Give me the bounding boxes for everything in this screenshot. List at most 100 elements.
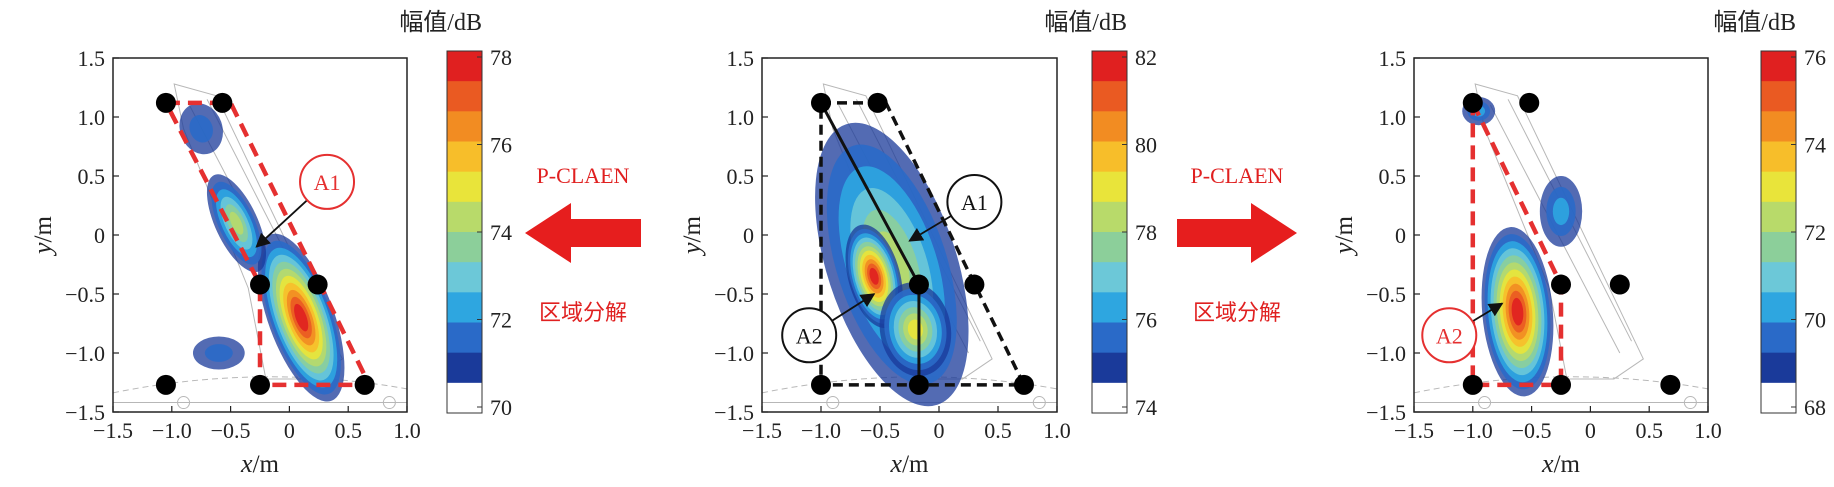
colorbar-step: [1092, 201, 1127, 233]
colorbar-step: [1761, 81, 1796, 112]
contour-level: [1552, 197, 1570, 226]
colorbar-step: [1761, 51, 1796, 82]
sensor-point-7: [354, 374, 375, 395]
y-tick-label: −1.5: [1366, 400, 1406, 425]
method-caption: 区域分解: [1193, 300, 1281, 325]
y-tick-label: −1.5: [714, 400, 754, 425]
colorbar-step: [447, 292, 482, 323]
y-tick-label: 1.0: [1379, 105, 1407, 130]
x-tick-label: −0.5: [1512, 418, 1552, 443]
colorbar-step: [1761, 232, 1796, 263]
contour-level: [1511, 297, 1524, 326]
colorbar-tick-label: 78: [490, 45, 512, 70]
colorbar-tick-label: 80: [1135, 133, 1157, 158]
colorbar-title: 幅值/dB: [1044, 9, 1127, 36]
method-name: P-CLAEN: [1191, 163, 1284, 188]
x-tick-label: 0.5: [334, 418, 362, 443]
colorbar-step: [447, 51, 482, 82]
heat-blob-2: [206, 174, 267, 273]
y-axis-unit: /m: [679, 215, 706, 242]
heat-blob-3: [179, 103, 223, 155]
y-tick-label: 0.5: [1379, 164, 1407, 189]
y-axis-label: y/m: [677, 215, 706, 256]
y-tick-label: −1.0: [714, 341, 754, 366]
wheel-right: [1032, 396, 1046, 410]
x-axis-unit: /m: [902, 451, 929, 478]
colorbar-step: [447, 81, 482, 112]
y-tick-label: 0: [1395, 223, 1406, 248]
y-tick-label: 1.5: [78, 46, 106, 71]
colorbar-step: [447, 201, 482, 233]
y-axis-unit: /m: [1331, 215, 1358, 242]
x-axis-label: x/m: [890, 449, 929, 478]
sensor-point-3: [908, 274, 929, 295]
colorbar-step: [1761, 382, 1796, 414]
x-axis-unit: /m: [253, 451, 280, 478]
x-tick-label: −0.5: [860, 418, 900, 443]
callout-circle-2: [781, 307, 838, 364]
contour-level: [294, 303, 309, 332]
sensor-point-5: [811, 374, 831, 395]
colorbar-tick-label: 74: [490, 220, 512, 245]
x-tick-label: 1.0: [393, 418, 421, 443]
colorbar-step: [1761, 322, 1796, 354]
callout-label-2: A2: [796, 323, 823, 348]
method-name: P-CLAEN: [537, 163, 630, 188]
y-tick-label: −1.0: [1366, 341, 1406, 366]
arrow-shape: [1177, 203, 1297, 263]
wheel-left: [177, 396, 191, 410]
heatmap: [1462, 96, 1583, 397]
colorbar-step: [447, 382, 482, 414]
y-tick-label: 1.0: [78, 105, 106, 130]
method-arrow-2: P-CLAEN 区域分解: [1177, 163, 1297, 325]
x-axis-unit: /m: [1554, 451, 1581, 478]
sensor-point-3: [1551, 274, 1571, 295]
x-axis: −1.5 −1.0 −0.5 0 0.5 1.0 x/m: [1394, 406, 1722, 478]
x-tick-label: −1.5: [93, 418, 133, 443]
colorbar-tick-label: 68: [1804, 395, 1826, 420]
colorbar-step: [1092, 171, 1127, 203]
x-tick-label: −1.0: [152, 418, 192, 443]
y-tick-label: 0.5: [727, 164, 755, 189]
x-tick-label: −1.0: [801, 418, 841, 443]
y-tick-label: 0: [94, 223, 105, 248]
x-tick-label: −1.5: [742, 418, 782, 443]
x-tick-label: 0.5: [984, 418, 1012, 443]
callout-circle-1: [299, 153, 356, 210]
y-axis-var: y: [677, 242, 706, 257]
colorbar-step: [1761, 111, 1796, 142]
heat-blob-4: [192, 336, 245, 370]
colorbar-step: [447, 352, 482, 384]
wheel-right: [382, 396, 396, 410]
y-axis-label: y/m: [1329, 215, 1358, 256]
sensor-point-7: [1660, 374, 1681, 395]
colorbar-step: [1092, 141, 1127, 173]
panel-1: A1−1.5 −1.0 −0.5 0 0.5 1.0x/m1.51.00.50−0.5−1…: [28, 9, 512, 478]
sensor-point-6: [250, 374, 270, 395]
contour-level: [229, 211, 244, 235]
contour-level: [189, 115, 213, 143]
y-axis-var: y: [1329, 242, 1358, 257]
colorbar-tick-label: 70: [490, 395, 512, 420]
x-axis-var: x: [240, 449, 253, 478]
colorbar-step: [1761, 262, 1796, 293]
y-tick-label: 0.5: [78, 164, 106, 189]
contour-level: [204, 344, 233, 362]
colorbar-title: 幅值/dB: [1713, 9, 1796, 36]
sensor-point-1: [155, 92, 176, 113]
colorbar-tick-label: 76: [1804, 45, 1826, 70]
callout-arrow-1: [908, 215, 952, 242]
y-axis: 1.5 1.0 0.5 0 −0.5 −1.0 −1.5 y/m: [28, 46, 119, 425]
sensor-point-4: [307, 274, 328, 295]
colorbar-step: [1092, 322, 1127, 354]
method-caption: 区域分解: [539, 300, 627, 325]
colorbar-title: 幅值/dB: [399, 9, 482, 36]
x-tick-label: 0: [934, 418, 945, 443]
sensor-point-5: [155, 374, 176, 395]
colorbar-tick-label: 70: [1804, 308, 1826, 333]
sensor-point-1: [811, 92, 831, 113]
callout-circle-1: [946, 173, 1003, 230]
colorbar-tick-label: 78: [1135, 220, 1157, 245]
sensor-point-2: [212, 92, 233, 113]
panel-3: A2−1.5 −1.0 −0.5 0 0.5 1.0x/m1.51.00.50−0.5−1…: [1329, 9, 1826, 478]
